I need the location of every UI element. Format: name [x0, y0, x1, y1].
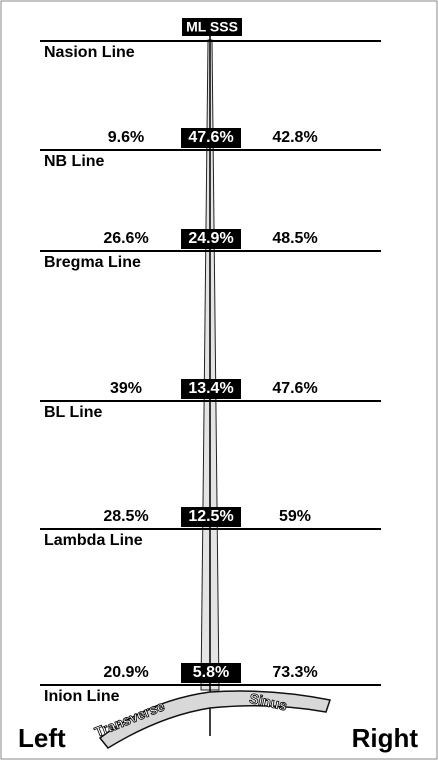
middle-percent: 47.6% [188, 129, 233, 146]
right-percent: 42.8% [272, 129, 317, 146]
middle-percent: 5.8% [193, 664, 229, 681]
right-percent: 73.3% [272, 664, 317, 681]
left-percent: 20.9% [103, 664, 148, 681]
left-label: Left [18, 723, 66, 753]
left-percent: 28.5% [103, 508, 148, 525]
left-percent: 26.6% [103, 230, 148, 247]
middle-percent: 24.9% [188, 230, 233, 247]
left-percent: 39% [110, 380, 142, 397]
left-percent: 9.6% [108, 129, 144, 146]
top-label: ML SSS [186, 19, 238, 35]
line-label: NB Line [44, 153, 105, 170]
right-percent: 48.5% [272, 230, 317, 247]
right-percent: 47.6% [272, 380, 317, 397]
right-label: Right [352, 723, 419, 753]
right-percent: 59% [279, 508, 311, 525]
line-label: Bregma Line [44, 254, 141, 271]
line-label: Inion Line [44, 688, 120, 705]
line-label: Nasion Line [44, 44, 135, 61]
middle-percent: 12.5% [188, 508, 233, 525]
line-label: BL Line [44, 404, 102, 421]
diagram: ML SSS Transverse Sinus Left Right Nasio… [0, 0, 438, 760]
middle-percent: 13.4% [188, 380, 233, 397]
line-label: Lambda Line [44, 532, 143, 549]
